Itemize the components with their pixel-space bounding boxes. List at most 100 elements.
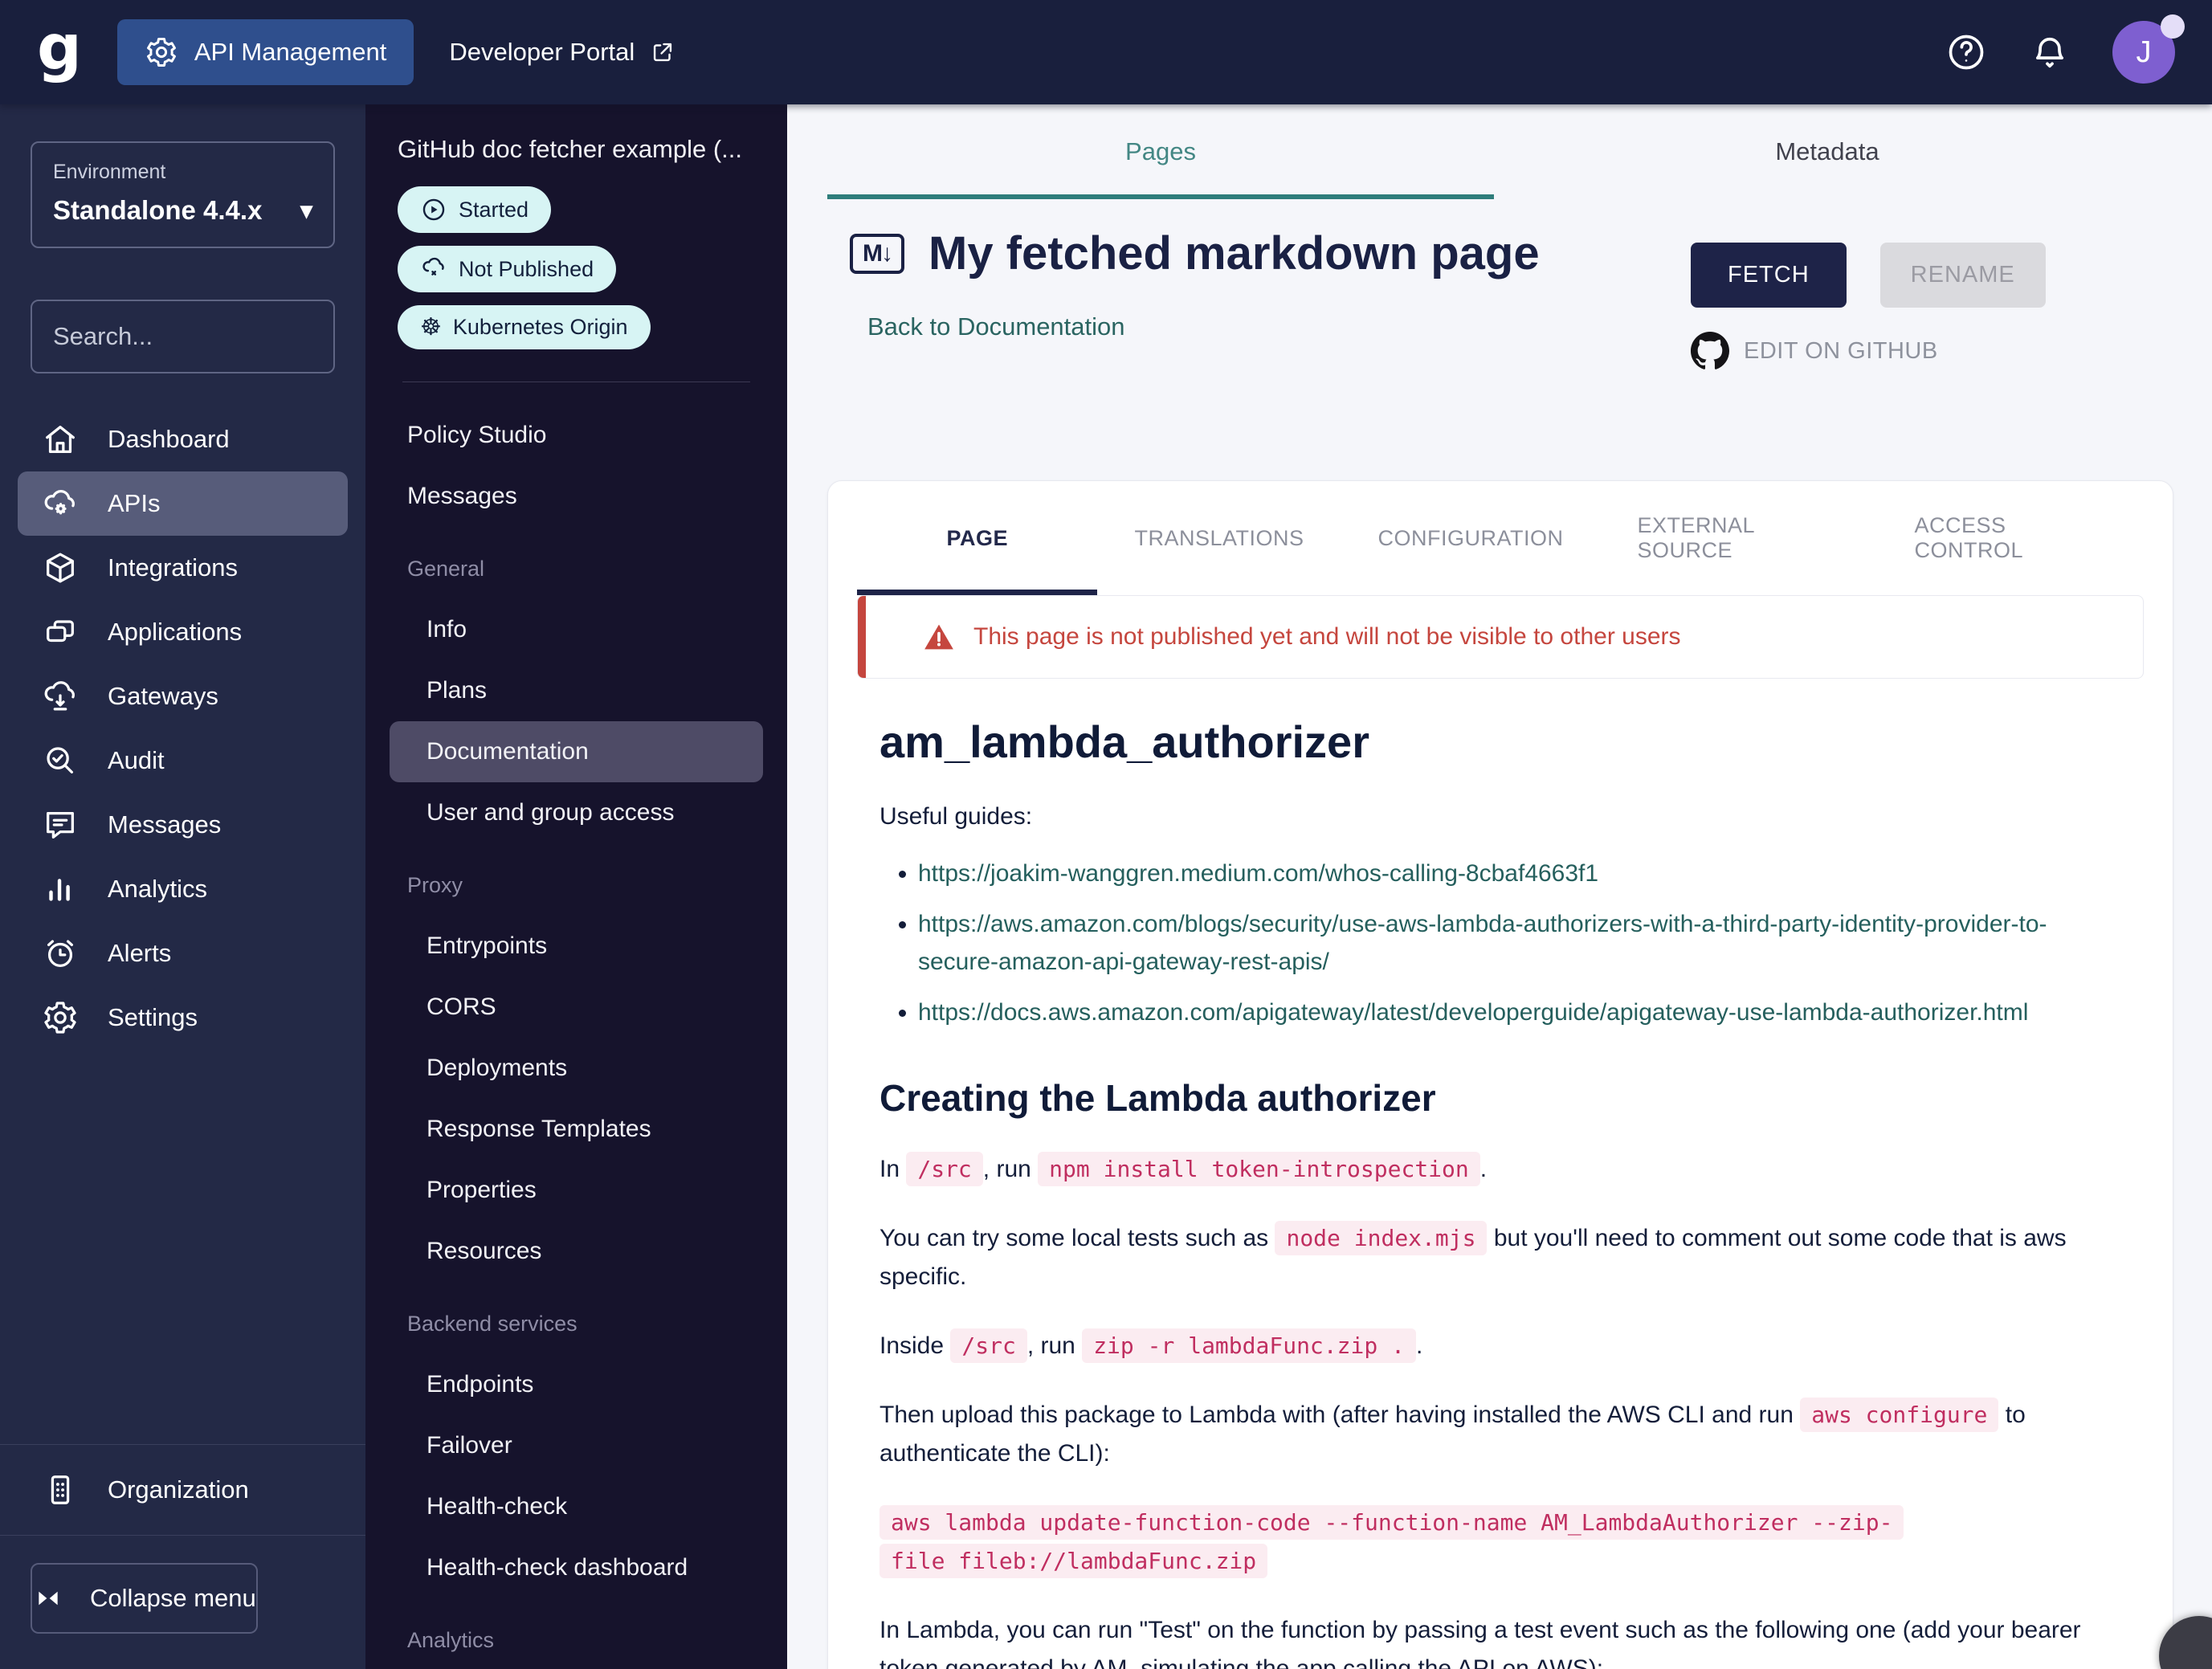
environment-selector[interactable]: Environment Standalone 4.4.x ▾ (31, 141, 335, 248)
developer-portal-label: Developer Portal (449, 38, 635, 66)
notifications-bell-icon[interactable] (2029, 31, 2071, 73)
doc-heading: am_lambda_authorizer (879, 716, 1369, 767)
divider (0, 1535, 365, 1536)
badge-label: Kubernetes Origin (452, 315, 628, 339)
api-menu-item-properties[interactable]: Properties (426, 1177, 537, 1203)
inline-code: /src (950, 1328, 1027, 1363)
api-menu-item-policy-studio[interactable]: Policy Studio (407, 422, 547, 448)
sidebar-item-gateways[interactable]: Gateways (0, 664, 365, 728)
organization-building-icon (42, 1471, 79, 1508)
sidebar-item-label: Dashboard (108, 425, 230, 453)
sidebar-item-label: Messages (108, 810, 222, 839)
doc-paragraph: You can try some local tests such as nod… (879, 1219, 2121, 1296)
tab-external-source[interactable]: EXTERNAL SOURCE (1637, 513, 1755, 562)
list-item: https://aws.amazon.com/blogs/security/us… (918, 905, 2121, 981)
kubernetes-icon: ☸ (420, 313, 442, 341)
sidebar-item-integrations[interactable]: Integrations (0, 536, 365, 600)
inline-code: node index.mjs (1275, 1221, 1488, 1255)
api-menu-item-failover[interactable]: Failover (426, 1432, 512, 1459)
guide-link[interactable]: https://docs.aws.amazon.com/apigateway/l… (918, 999, 2029, 1026)
tab-access-control[interactable]: ACCESS CONTROL (1914, 513, 2024, 562)
guides-list: https://joakim-wanggren.medium.com/whos-… (918, 855, 2121, 1031)
api-menu-item-messages[interactable]: Messages (407, 483, 517, 509)
tab-page[interactable]: PAGE (857, 481, 1098, 595)
api-management-label: API Management (194, 38, 387, 66)
sidebar-item-label: Integrations (108, 553, 238, 581)
bar-chart-icon (42, 871, 79, 908)
list-item: https://joakim-wanggren.medium.com/whos-… (918, 855, 2121, 892)
back-to-documentation-link[interactable]: Back to Documentation (867, 312, 1125, 341)
documentation-tabs: Pages Metadata (827, 104, 2161, 199)
tab-metadata[interactable]: Metadata (1775, 137, 1879, 165)
api-menu-item-entrypoints[interactable]: Entrypoints (426, 932, 548, 959)
api-menu-item-info[interactable]: Info (426, 616, 467, 643)
doc-paragraph: Inside /src, run zip -r lambdaFunc.zip .… (879, 1327, 2121, 1365)
sidebar-item-applications[interactable]: Applications (0, 600, 365, 664)
divider (0, 1444, 365, 1445)
guide-link[interactable]: https://aws.amazon.com/blogs/security/us… (918, 911, 2047, 975)
sidebar-item-analytics[interactable]: Analytics (0, 857, 365, 921)
collapse-menu-button[interactable]: Collapse menu (31, 1563, 258, 1634)
topbar-actions: J (1945, 14, 2185, 84)
api-management-button[interactable]: API Management (116, 19, 414, 85)
api-menu-item-health-check[interactable]: Health-check (426, 1493, 568, 1520)
inline-code: /src (906, 1152, 983, 1186)
settings-gear-icon (42, 999, 79, 1036)
main-content: Pages Metadata M↓ My fetched markdown pa… (787, 104, 2212, 1669)
gravitee-logo: g (37, 12, 82, 84)
markdown-preview: am_lambda_authorizer Useful guides: http… (857, 716, 2144, 1669)
api-menu-item-health-check-dashboard[interactable]: Health-check dashboard (426, 1554, 688, 1581)
tab-pages[interactable]: Pages (1125, 137, 1196, 165)
sidebar-item-alerts[interactable]: Alerts (0, 921, 365, 985)
markdown-icon: M↓ (850, 233, 904, 274)
fetch-button[interactable]: FETCH (1691, 243, 1847, 308)
sidebar-item-settings[interactable]: Settings (0, 985, 365, 1050)
rename-button[interactable]: RENAME (1879, 243, 2046, 308)
tab-configuration[interactable]: CONFIGURATION (1377, 525, 1564, 550)
page-header: M↓ My fetched markdown page Back to Docu… (787, 226, 2212, 435)
inline-code: npm install token-introspection (1038, 1152, 1480, 1186)
api-menu-section-general: General (407, 556, 485, 581)
cloud-api-icon (42, 485, 79, 522)
api-title: GitHub doc fetcher example (... (398, 135, 743, 163)
api-menu-section-backend-services: Backend services (407, 1311, 577, 1336)
doc-paragraph: In /src, run npm install token-introspec… (879, 1150, 2121, 1189)
sidebar-item-label: Alerts (108, 939, 172, 967)
api-menu-item-documentation[interactable]: Documentation (390, 721, 763, 782)
developer-portal-link[interactable]: Developer Portal (449, 38, 676, 67)
api-menu-item-deployments[interactable]: Deployments (426, 1055, 568, 1081)
api-menu-item-cors[interactable]: CORS (426, 994, 496, 1020)
unpublished-warning-banner: This page is not published yet and will … (857, 595, 2144, 679)
api-menu-section-analytics: Analytics (407, 1627, 495, 1652)
environment-value: Standalone 4.4.x (53, 195, 263, 225)
sidebar-item-apis[interactable]: APIs (18, 471, 348, 536)
api-menu-item-resources[interactable]: Resources (426, 1238, 542, 1264)
api-menu-item-response-templates[interactable]: Response Templates (426, 1116, 651, 1142)
external-link-icon (649, 39, 676, 66)
guide-link[interactable]: https://joakim-wanggren.medium.com/whos-… (918, 860, 1599, 887)
warning-triangle-icon (922, 620, 956, 654)
api-menu-item-user-group-access[interactable]: User and group access (426, 799, 675, 826)
sidebar-item-organization[interactable]: Organization (0, 1445, 365, 1535)
tab-translations[interactable]: TRANSLATIONS (1134, 525, 1304, 550)
doc-paragraph: In Lambda, you can run "Test" on the fun… (879, 1617, 2081, 1669)
api-menu-item-plans[interactable]: Plans (426, 677, 488, 704)
api-menu-item-endpoints[interactable]: Endpoints (426, 1371, 534, 1398)
api-sidebar: GitHub doc fetcher example (... Started … (365, 104, 787, 1669)
page-actions: FETCH RENAME EDIT ON GITHUB (1691, 243, 2046, 370)
sidebar-item-messages[interactable]: Messages (0, 793, 365, 857)
sidebar-item-label: Audit (108, 746, 165, 774)
alarm-clock-icon (42, 935, 79, 972)
sidebar-item-audit[interactable]: Audit (0, 728, 365, 793)
sidebar-item-dashboard[interactable]: Dashboard (0, 407, 365, 471)
badge-label: Started (459, 197, 529, 222)
edit-on-github-link[interactable]: EDIT ON GITHUB (1691, 332, 2046, 370)
sidebar-item-label: Gateways (108, 682, 218, 710)
search-input[interactable] (53, 322, 373, 351)
gear-icon (145, 35, 178, 69)
sidebar-search (31, 300, 390, 373)
api-badges: Started Not Published ☸ Kubernetes Origi… (398, 186, 755, 349)
doc-command: aws lambda update-function-code --functi… (879, 1504, 1932, 1581)
help-icon[interactable] (1945, 31, 1987, 73)
user-avatar[interactable]: J (2112, 14, 2185, 84)
